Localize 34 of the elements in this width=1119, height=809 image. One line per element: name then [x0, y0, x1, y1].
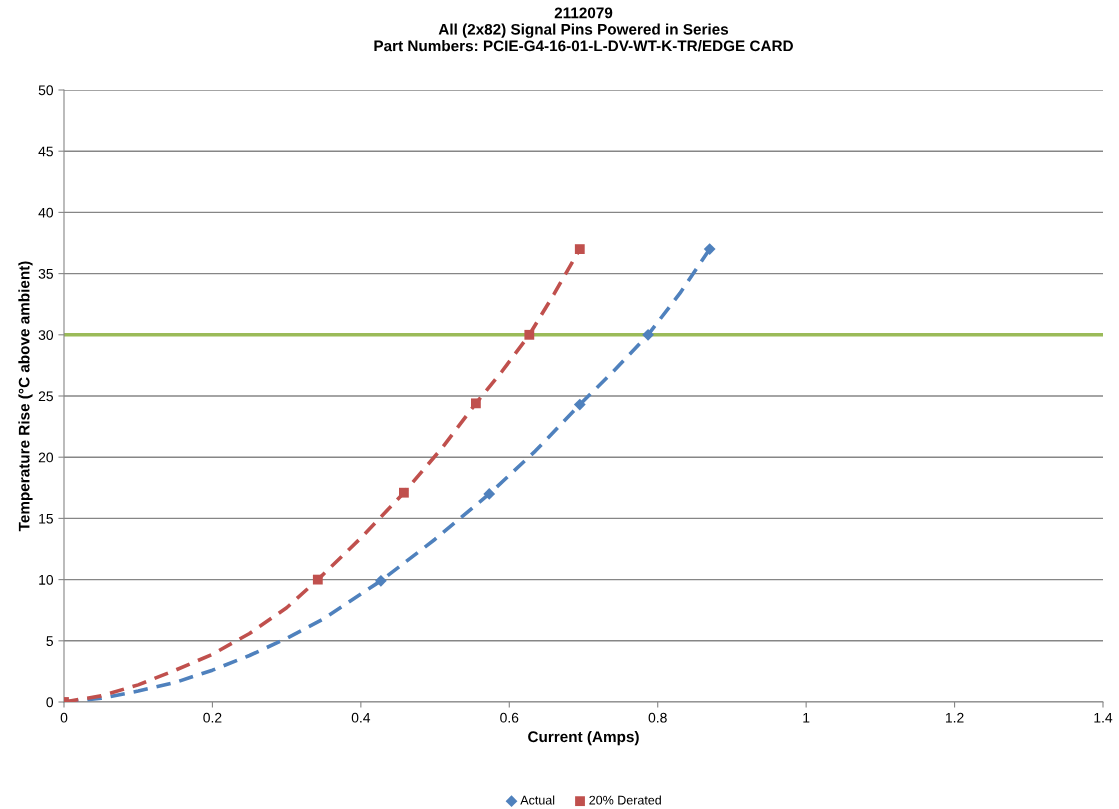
y-tick-label: 30 [38, 330, 54, 340]
x-tick-label: 0.6 [500, 712, 519, 723]
y-tick-label: 45 [38, 146, 53, 157]
legend-label: Actual [520, 795, 555, 805]
x-tick-label: 0.2 [203, 712, 222, 723]
point [524, 329, 535, 340]
y-tick-label: 50 [38, 85, 54, 96]
x-tick-label: 1.2 [945, 712, 964, 723]
x-tick-label: 0.8 [648, 712, 667, 723]
point [483, 488, 496, 500]
x-axis-title: Current (Amps) [528, 730, 639, 746]
point [398, 487, 409, 498]
point [642, 328, 654, 341]
y-tick-label: 40 [38, 207, 54, 218]
y-tick-label: 35 [38, 268, 53, 279]
y-axis-title: Temperature Rise (°C above ambient) [18, 261, 33, 532]
y-tick-label: 10 [39, 574, 54, 585]
x-tick-label: 1.4 [1094, 712, 1113, 723]
point [573, 398, 586, 411]
chart-title: 2112079 All (2x82) Signal Pins Powered in Series Part Numbers: PCIE-G4-16-01-L-DV-WT-K-TR/EDGE CARD [374, 7, 793, 52]
y-tick-label: 0 [46, 697, 54, 708]
x-tick-label: 0.4 [351, 712, 371, 723]
legend-label: 20% Derated [589, 795, 661, 805]
y-tick-label: 5 [46, 636, 53, 646]
point [703, 243, 716, 256]
point [470, 398, 481, 409]
x-tick-label: 0 [60, 712, 68, 723]
point [375, 574, 387, 587]
x-tick-label: 1 [803, 712, 810, 723]
point [574, 244, 585, 255]
y-tick-label: 25 [38, 391, 53, 402]
point [312, 574, 323, 585]
y-tick-label: 20 [38, 452, 54, 463]
y-tick-label: 15 [39, 513, 53, 524]
